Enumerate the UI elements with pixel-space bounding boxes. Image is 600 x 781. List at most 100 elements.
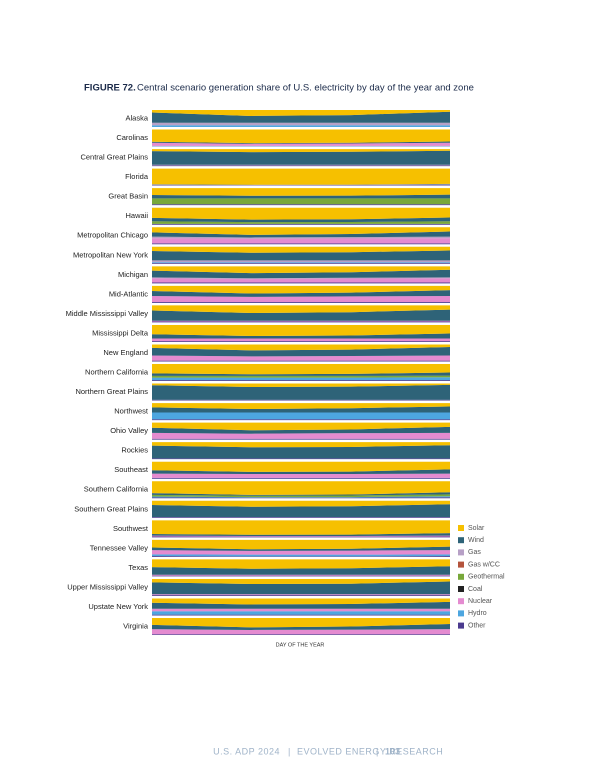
zone-label: Northwest	[114, 407, 149, 416]
share-area	[152, 339, 450, 342]
share-area	[152, 611, 450, 614]
zone-label: Southern California	[84, 485, 149, 494]
zone-label: Metropolitan New York	[73, 250, 148, 259]
legend-label: Wind	[468, 537, 484, 544]
share-area	[152, 377, 450, 380]
share-area	[152, 445, 450, 458]
share-area	[152, 260, 450, 262]
footer-middle: EVOLVED ENERGY RESEARCH	[297, 746, 443, 756]
zone-label: Great Basin	[108, 192, 148, 201]
zone-label: Southeast	[114, 465, 149, 474]
page-number: 103	[385, 746, 400, 756]
zone-label: Texas	[128, 563, 148, 572]
legend-label: Nuclear	[468, 598, 493, 605]
zone-label: Hawaii	[125, 211, 148, 220]
zone-label: Carolinas	[116, 133, 148, 142]
footer-separator: |	[288, 746, 290, 756]
share-area	[152, 609, 450, 612]
legend-swatch	[458, 586, 464, 592]
share-area	[152, 321, 450, 322]
share-area	[152, 595, 450, 596]
zone-label: Rockies	[121, 446, 148, 455]
legend-label: Gas w/CC	[468, 561, 500, 568]
share-area	[152, 634, 450, 635]
x-axis-label: DAY OF THE YEAR	[276, 642, 325, 648]
zone-label: Mississippi Delta	[92, 328, 149, 337]
legend-label: Gas	[468, 549, 481, 556]
share-area	[152, 165, 450, 166]
chart-title: Central scenario generation share of U.S…	[137, 83, 474, 94]
zone-label: New England	[103, 348, 148, 357]
share-area	[152, 302, 450, 303]
share-area	[152, 478, 450, 479]
share-area	[152, 433, 450, 439]
share-area	[152, 474, 450, 478]
zone-label: Southwest	[113, 524, 149, 533]
footer-left: U.S. ADP 2024	[213, 746, 280, 756]
share-area	[152, 356, 450, 361]
legend-swatch	[458, 525, 464, 531]
zone-label: Michigan	[118, 270, 148, 279]
share-area	[152, 412, 450, 419]
share-area	[152, 263, 450, 264]
share-area	[152, 165, 450, 166]
legend-label: Coal	[468, 586, 483, 593]
share-area	[152, 296, 450, 302]
zone-label: Central Great Plains	[80, 153, 148, 162]
legend-swatch	[458, 623, 464, 629]
share-area	[152, 188, 450, 196]
legend-label: Solar	[468, 525, 485, 532]
share-area	[152, 204, 450, 205]
share-area	[152, 481, 450, 495]
share-area	[152, 385, 450, 400]
share-area	[152, 262, 450, 263]
zone-label: Upper Mississippi Valley	[67, 582, 148, 591]
share-area	[152, 125, 450, 127]
share-area	[152, 123, 450, 126]
legend-label: Geothermal	[468, 574, 505, 581]
zone-label: Virginia	[123, 622, 149, 631]
share-area	[152, 278, 450, 282]
share-area	[152, 130, 450, 144]
zone-label: Tennessee Valley	[90, 543, 148, 552]
share-area	[152, 576, 450, 577]
zone-label: Southern Great Plains	[74, 504, 148, 513]
share-area	[152, 224, 450, 225]
legend-swatch	[458, 537, 464, 543]
legend-label: Other	[468, 622, 486, 629]
share-area	[152, 322, 450, 323]
figure-label: FIGURE 72.	[84, 83, 136, 94]
zone-label: Northern Great Plains	[75, 387, 148, 396]
legend-swatch	[458, 574, 464, 580]
zone-label: Upstate New York	[88, 602, 148, 611]
share-area	[152, 361, 450, 362]
zone-label: Alaska	[125, 113, 148, 122]
share-area	[152, 439, 450, 440]
share-area	[152, 364, 450, 374]
share-area	[152, 594, 450, 595]
zone-label: Middle Mississippi Valley	[66, 309, 149, 318]
zone-label: Northern California	[85, 368, 149, 377]
share-area	[152, 517, 450, 518]
share-area	[152, 341, 450, 342]
share-area	[152, 575, 450, 576]
share-area	[152, 419, 450, 420]
zone-label: Metropolitan Chicago	[77, 231, 148, 240]
share-area	[152, 325, 450, 336]
legend-swatch	[458, 562, 464, 568]
share-area	[152, 380, 450, 381]
share-area	[152, 629, 450, 634]
share-area	[152, 615, 450, 616]
legend-swatch	[458, 610, 464, 616]
share-area	[152, 208, 450, 220]
zone-label: Mid-Atlantic	[109, 289, 148, 298]
share-area	[152, 169, 450, 185]
share-area	[152, 198, 450, 204]
legend-swatch	[458, 598, 464, 604]
share-area	[152, 238, 450, 243]
share-area	[152, 520, 450, 534]
legend-swatch	[458, 549, 464, 555]
share-area	[152, 550, 450, 555]
zone-label: Ohio Valley	[110, 426, 148, 435]
